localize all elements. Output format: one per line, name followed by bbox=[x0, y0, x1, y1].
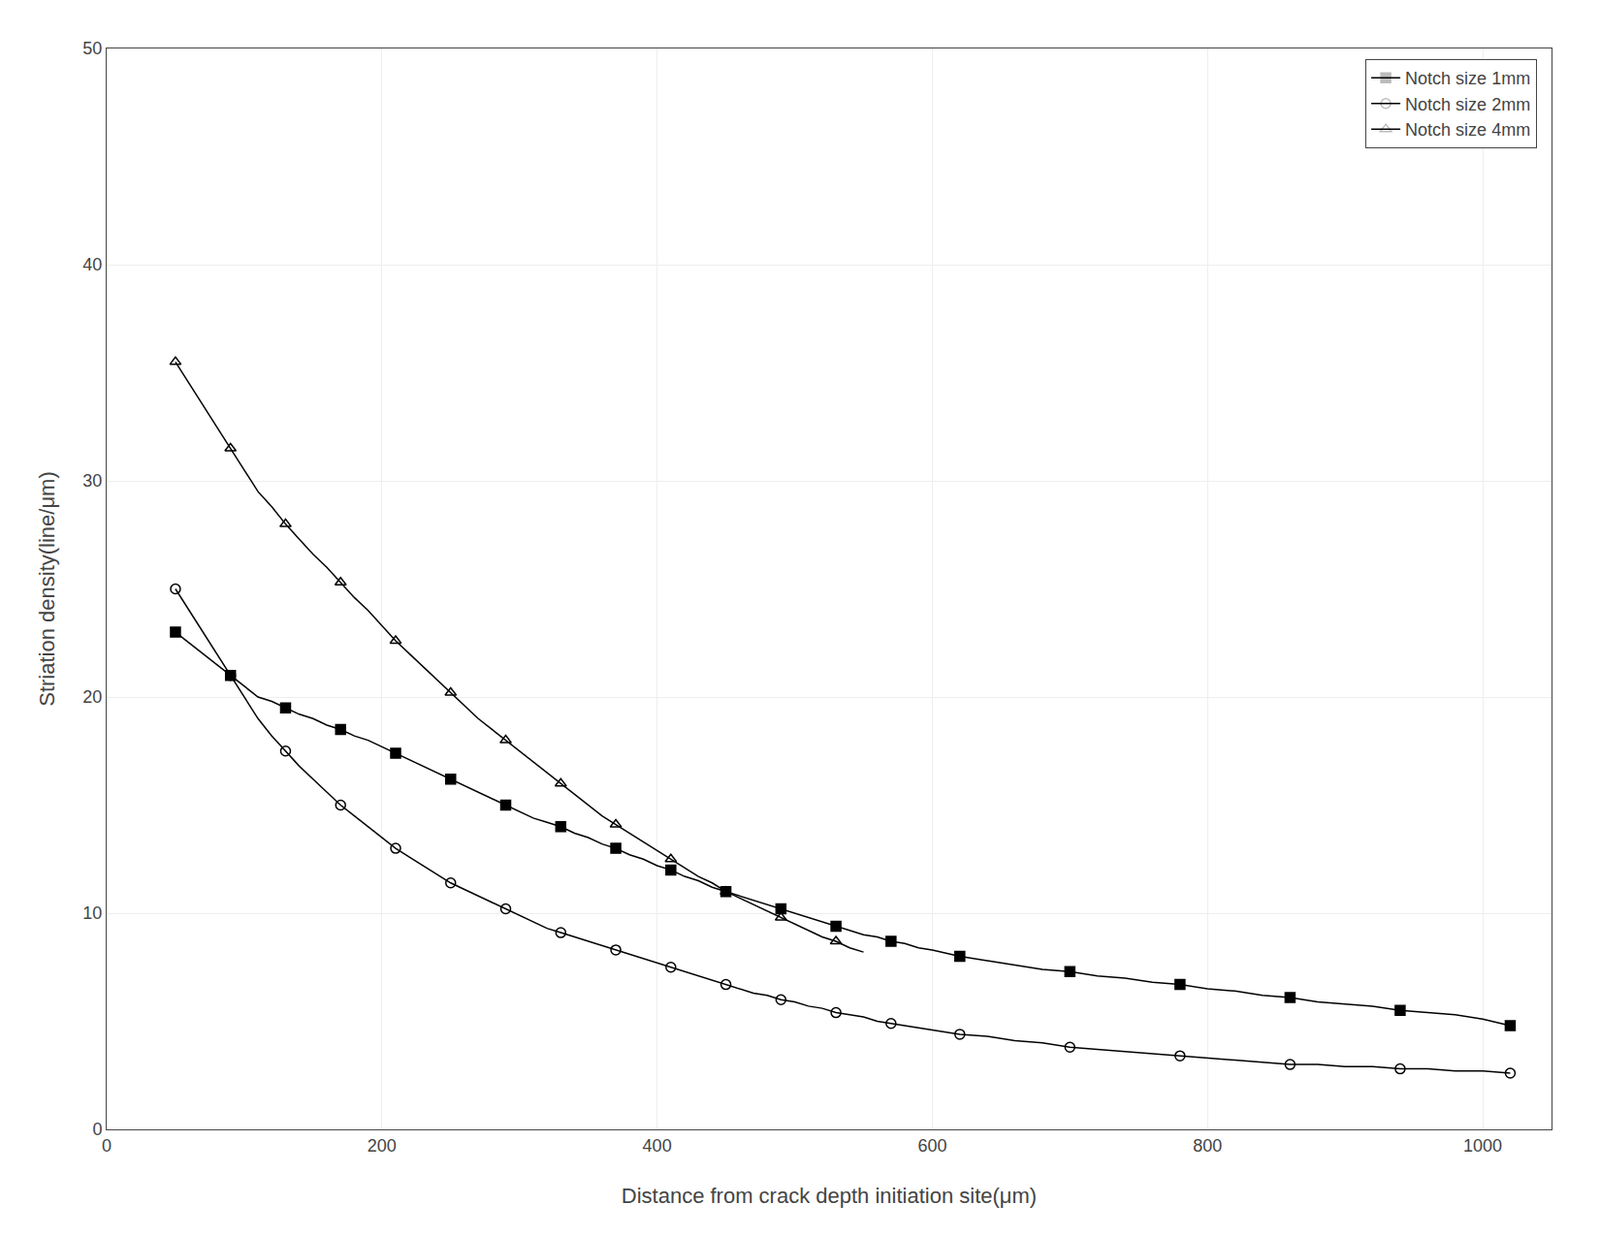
svg-text:Notch size 4mm: Notch size 4mm bbox=[1405, 120, 1531, 140]
svg-text:0: 0 bbox=[92, 1120, 102, 1140]
svg-text:20: 20 bbox=[82, 687, 102, 707]
svg-text:Notch size 2mm: Notch size 2mm bbox=[1405, 95, 1531, 115]
svg-text:Striation density(line/μm): Striation density(line/μm) bbox=[34, 471, 60, 707]
svg-text:200: 200 bbox=[367, 1136, 397, 1156]
svg-text:30: 30 bbox=[82, 471, 102, 491]
svg-text:1000: 1000 bbox=[1463, 1136, 1503, 1156]
svg-text:50: 50 bbox=[82, 38, 102, 59]
svg-text:400: 400 bbox=[642, 1136, 672, 1156]
svg-text:Distance from crack depth init: Distance from crack depth initiation sit… bbox=[621, 1184, 1037, 1209]
svg-text:800: 800 bbox=[1192, 1136, 1222, 1156]
svg-text:0: 0 bbox=[101, 1136, 112, 1156]
svg-text:10: 10 bbox=[82, 903, 102, 924]
svg-text:Notch size 1mm: Notch size 1mm bbox=[1405, 68, 1531, 89]
svg-text:40: 40 bbox=[82, 255, 102, 275]
svg-text:600: 600 bbox=[917, 1136, 947, 1156]
